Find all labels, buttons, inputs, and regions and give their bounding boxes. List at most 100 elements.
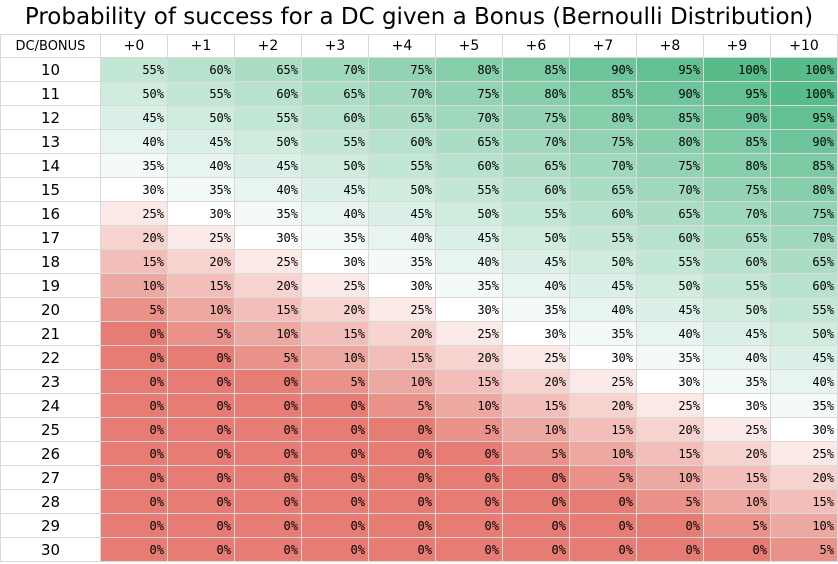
probability-cell: 50% — [100, 81, 168, 106]
row-header-dc: 21 — [0, 321, 101, 346]
probability-cell: 5% — [100, 297, 168, 322]
table-row: 29 0% 0% 0% 0% 0% 0% 0% 0% 0% 5% 10% — [0, 513, 838, 538]
probability-cell: 0% — [167, 489, 235, 514]
probability-cell: 0% — [502, 465, 570, 490]
probability-cell: 55% — [167, 81, 235, 106]
probability-cell: 0% — [368, 513, 436, 538]
probability-cell: 25% — [167, 225, 235, 250]
probability-cell: 35% — [569, 321, 637, 346]
probability-cell: 45% — [435, 225, 503, 250]
probability-cell: 0% — [234, 417, 302, 442]
probability-cell: 60% — [703, 249, 771, 274]
row-header-dc: 27 — [0, 465, 101, 490]
probability-cell: 40% — [435, 249, 503, 274]
probability-cell: 45% — [167, 129, 235, 154]
probability-cell: 45% — [368, 201, 436, 226]
probability-cell: 0% — [368, 417, 436, 442]
row-header-dc: 22 — [0, 345, 101, 370]
probability-cell: 0% — [368, 537, 436, 562]
probability-cell: 40% — [770, 369, 838, 394]
probability-cell: 0% — [100, 417, 168, 442]
probability-cell: 0% — [100, 393, 168, 418]
probability-cell: 15% — [234, 297, 302, 322]
probability-cell: 0% — [435, 513, 503, 538]
probability-cell: 0% — [435, 441, 503, 466]
probability-cell: 65% — [636, 201, 704, 226]
probability-cell: 90% — [703, 105, 771, 130]
probability-cell: 50% — [368, 177, 436, 202]
probability-cell: 30% — [569, 345, 637, 370]
probability-cell: 25% — [703, 417, 771, 442]
probability-cell: 65% — [234, 57, 302, 82]
probability-cell: 85% — [636, 105, 704, 130]
header-row: DC/BONUS +0 +1 +2 +3 +4 +5 +6 +7 +8 +9 +10 — [0, 34, 838, 58]
probability-cell: 95% — [636, 57, 704, 82]
probability-cell: 60% — [770, 273, 838, 298]
probability-cell: 0% — [234, 513, 302, 538]
probability-cell: 75% — [770, 201, 838, 226]
probability-cell: 0% — [234, 369, 302, 394]
table-body: 10 55% 60% 65% 70% 75% 80% 85% 90% 95% 100% 100% 11 5… — [0, 57, 838, 562]
probability-cell: 55% — [368, 153, 436, 178]
probability-cell: 75% — [435, 81, 503, 106]
probability-cell: 10% — [234, 321, 302, 346]
table-row: 10 55% 60% 65% 70% 75% 80% 85% 90% 95% 100% 100% — [0, 57, 838, 82]
table-row: 21 0% 5% 10% 15% 20% 25% 30% 35% 40% 45% 50% — [0, 321, 838, 346]
probability-cell: 0% — [636, 537, 704, 562]
probability-cell: 0% — [234, 393, 302, 418]
probability-cell: 55% — [301, 129, 369, 154]
probability-cell: 35% — [301, 225, 369, 250]
row-header-dc: 11 — [0, 81, 101, 106]
probability-cell: 50% — [301, 153, 369, 178]
probability-cell: 100% — [770, 81, 838, 106]
table-row: 30 0% 0% 0% 0% 0% 0% 0% 0% 0% 0% 5% — [0, 537, 838, 562]
probability-cell: 25% — [435, 321, 503, 346]
probability-cell: 10% — [435, 393, 503, 418]
probability-cell: 35% — [167, 177, 235, 202]
probability-cell: 25% — [234, 249, 302, 274]
probability-cell: 35% — [435, 273, 503, 298]
table-row: 11 50% 55% 60% 65% 70% 75% 80% 85% 90% 95% 100% — [0, 81, 838, 106]
probability-cell: 0% — [301, 513, 369, 538]
probability-cell: 75% — [636, 153, 704, 178]
probability-cell: 85% — [770, 153, 838, 178]
probability-cell: 0% — [435, 537, 503, 562]
probability-cell: 25% — [770, 441, 838, 466]
probability-cell: 30% — [636, 369, 704, 394]
probability-cell: 25% — [368, 297, 436, 322]
probability-cell: 0% — [703, 537, 771, 562]
probability-cell: 0% — [167, 345, 235, 370]
probability-cell: 35% — [502, 297, 570, 322]
probability-cell: 0% — [100, 537, 168, 562]
probability-cell: 10% — [569, 441, 637, 466]
probability-cell: 30% — [301, 249, 369, 274]
row-header-dc: 10 — [0, 57, 101, 82]
probability-cell: 50% — [502, 225, 570, 250]
probability-cell: 5% — [234, 345, 302, 370]
probability-cell: 5% — [770, 537, 838, 562]
probability-cell: 5% — [636, 489, 704, 514]
probability-cell: 15% — [703, 465, 771, 490]
row-header-dc: 23 — [0, 369, 101, 394]
probability-cell: 10% — [703, 489, 771, 514]
probability-cell: 70% — [368, 81, 436, 106]
probability-cell: 60% — [636, 225, 704, 250]
probability-cell: 25% — [502, 345, 570, 370]
probability-cell: 40% — [368, 225, 436, 250]
row-header-dc: 18 — [0, 249, 101, 274]
probability-cell: 65% — [770, 249, 838, 274]
row-header-dc: 14 — [0, 153, 101, 178]
probability-cell: 15% — [770, 489, 838, 514]
probability-cell: 0% — [569, 537, 637, 562]
probability-cell: 5% — [569, 465, 637, 490]
probability-cell: 80% — [569, 105, 637, 130]
probability-cell: 10% — [502, 417, 570, 442]
probability-cell: 75% — [703, 177, 771, 202]
row-header-dc: 19 — [0, 273, 101, 298]
probability-cell: 45% — [569, 273, 637, 298]
chart-title: Probability of success for a DC given a … — [24, 4, 814, 30]
probability-cell: 50% — [234, 129, 302, 154]
probability-cell: 15% — [368, 345, 436, 370]
probability-cell: 0% — [368, 441, 436, 466]
probability-cell: 0% — [100, 369, 168, 394]
